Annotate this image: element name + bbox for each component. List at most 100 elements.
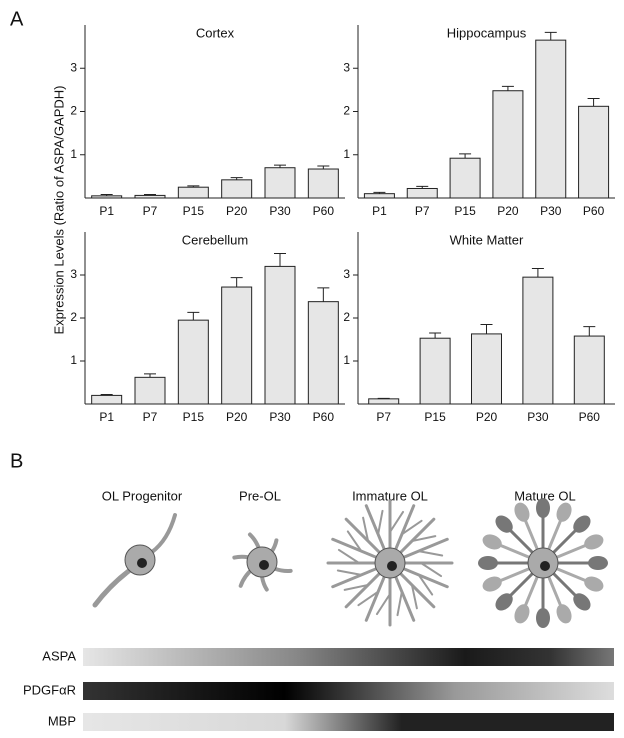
error-bar bbox=[100, 394, 113, 396]
x-tick-label: P15 bbox=[424, 410, 446, 424]
bar bbox=[221, 286, 253, 405]
myelin-lobe bbox=[556, 604, 572, 624]
error-bar bbox=[429, 332, 442, 339]
cell-process bbox=[420, 562, 443, 578]
bar bbox=[363, 193, 395, 199]
chart-title: Hippocampus bbox=[447, 25, 527, 40]
cell-process bbox=[417, 550, 444, 557]
bar bbox=[573, 335, 605, 405]
stage-label: OL Progenitor bbox=[102, 488, 183, 503]
bar bbox=[134, 194, 166, 199]
chart-title: White Matter bbox=[450, 232, 524, 247]
x-tick-label: P7 bbox=[376, 410, 391, 424]
stage-label: Mature OL bbox=[514, 488, 575, 503]
bar bbox=[264, 167, 296, 199]
cell-process bbox=[92, 567, 133, 608]
error-bar bbox=[317, 165, 330, 170]
x-tick-label: P1 bbox=[99, 410, 114, 424]
bar bbox=[406, 187, 438, 199]
x-tick-label: P7 bbox=[415, 204, 430, 218]
x-tick-label: P30 bbox=[527, 410, 549, 424]
y-tick-label: 1 bbox=[70, 353, 77, 367]
expression-gradient bbox=[83, 648, 614, 666]
myelin-lobe bbox=[556, 502, 572, 522]
cell-process bbox=[343, 583, 370, 591]
x-tick-label: P1 bbox=[372, 204, 387, 218]
marker-label: MBP bbox=[48, 713, 76, 728]
myelin-lobe bbox=[478, 556, 498, 570]
error-bar bbox=[531, 268, 544, 278]
error-bar bbox=[587, 98, 600, 107]
myelin-lobe bbox=[495, 515, 513, 533]
x-tick-label: P30 bbox=[269, 204, 291, 218]
y-tick-label: 1 bbox=[343, 147, 350, 161]
error-bar bbox=[416, 185, 429, 189]
expression-gradient bbox=[83, 713, 614, 731]
x-tick-label: P15 bbox=[183, 204, 205, 218]
y-tick-label: 3 bbox=[343, 267, 350, 281]
x-tick-label: P30 bbox=[540, 204, 562, 218]
cell-process bbox=[150, 513, 177, 554]
error-bar bbox=[373, 191, 386, 194]
bar bbox=[134, 376, 166, 405]
bar bbox=[492, 90, 524, 199]
bar bbox=[91, 394, 123, 405]
nucleus bbox=[540, 561, 550, 571]
chart-title: Cerebellum bbox=[182, 232, 248, 247]
myelin-lobe bbox=[536, 608, 550, 628]
bar bbox=[449, 157, 481, 199]
bar bbox=[177, 186, 209, 199]
y-tick-label: 2 bbox=[70, 104, 77, 118]
myelin-lobe bbox=[584, 576, 604, 592]
panel-label: B bbox=[10, 450, 23, 472]
cell-process bbox=[346, 530, 363, 553]
error-bar bbox=[187, 311, 200, 321]
cell-process bbox=[362, 516, 370, 543]
cell-process bbox=[400, 519, 423, 536]
myelin-lobe bbox=[514, 502, 530, 522]
myelin-lobe bbox=[482, 576, 502, 592]
marker-label: PDGFαR bbox=[23, 682, 76, 697]
x-tick-label: P20 bbox=[497, 204, 519, 218]
myelin-lobe bbox=[482, 534, 502, 550]
error-bar bbox=[583, 326, 596, 337]
x-tick-label: P60 bbox=[313, 410, 335, 424]
y-tick-label: 3 bbox=[70, 60, 77, 74]
myelin-lobe bbox=[588, 556, 608, 570]
cell-process bbox=[337, 548, 360, 564]
x-tick-label: P20 bbox=[226, 410, 248, 424]
cell-process bbox=[389, 510, 405, 533]
marker-label: ASPA bbox=[42, 648, 76, 663]
y-tick-label: 3 bbox=[343, 60, 350, 74]
error-bar bbox=[317, 287, 330, 302]
bar bbox=[578, 105, 610, 199]
x-tick-label: P15 bbox=[183, 410, 205, 424]
cell-process bbox=[336, 569, 363, 576]
error-bar bbox=[100, 194, 113, 196]
error-bar bbox=[230, 277, 243, 288]
bar bbox=[307, 168, 339, 199]
error-bar bbox=[501, 85, 514, 91]
myelin-lobe bbox=[573, 515, 591, 533]
cell-process bbox=[410, 535, 437, 543]
myelin-lobe bbox=[536, 498, 550, 518]
y-tick-label: 1 bbox=[343, 353, 350, 367]
bar bbox=[535, 39, 567, 199]
bar bbox=[419, 337, 451, 405]
myelin-lobe bbox=[495, 593, 513, 611]
x-tick-label: P60 bbox=[583, 204, 605, 218]
myelin-lobe bbox=[584, 534, 604, 550]
x-tick-label: P15 bbox=[454, 204, 476, 218]
error-bar bbox=[144, 194, 156, 196]
bar bbox=[221, 179, 253, 199]
cell-process bbox=[377, 509, 384, 536]
y-axis-label: Expression Levels (Ratio of ASPA/GAPDH) bbox=[51, 85, 66, 334]
y-tick-label: 3 bbox=[70, 267, 77, 281]
myelin-lobe bbox=[514, 604, 530, 624]
x-tick-label: P60 bbox=[579, 410, 601, 424]
error-bar bbox=[144, 373, 156, 378]
bar bbox=[177, 319, 209, 405]
error-bar bbox=[544, 31, 557, 41]
bar bbox=[91, 195, 123, 199]
